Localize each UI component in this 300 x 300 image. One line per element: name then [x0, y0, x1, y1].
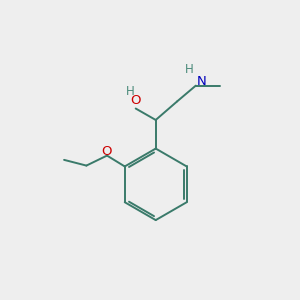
- Text: H: H: [126, 85, 135, 98]
- Text: O: O: [130, 94, 140, 107]
- Text: N: N: [196, 75, 206, 88]
- Text: H: H: [185, 64, 194, 76]
- Text: O: O: [101, 145, 112, 158]
